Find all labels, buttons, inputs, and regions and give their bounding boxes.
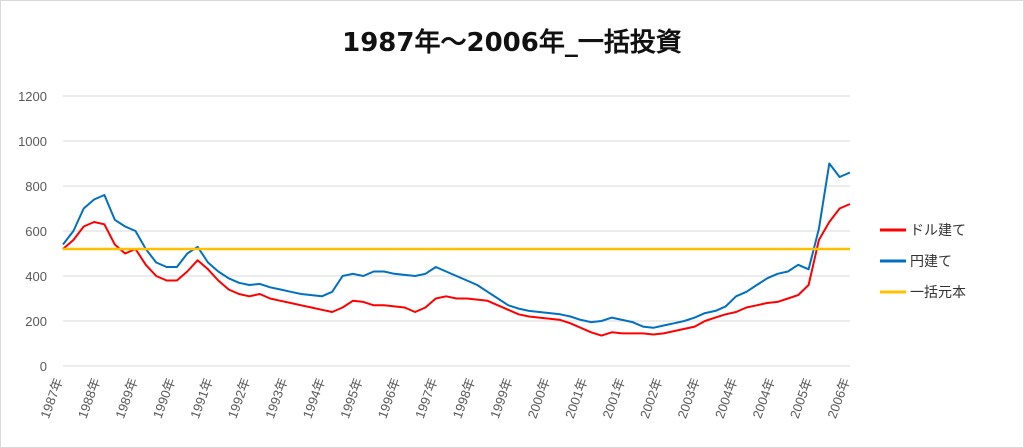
x-tick-label: 1996年	[375, 376, 403, 421]
legend-label: 一括元本	[910, 285, 966, 301]
x-tick-label: 2003年	[674, 376, 702, 421]
x-tick-label: 1991年	[187, 376, 215, 421]
x-tick-label: 1993年	[262, 376, 290, 421]
y-tick-label: 800	[25, 179, 47, 194]
x-tick-label: 2005年	[787, 376, 815, 421]
x-tick-label: 1999年	[487, 376, 515, 421]
x-tick-label: 1998年	[450, 376, 478, 421]
y-tick-label: 600	[25, 224, 47, 239]
y-tick-label: 0	[40, 359, 47, 374]
chart-title: 1987年～2006年_一括投資	[342, 28, 682, 58]
x-tick-label: 1989年	[112, 376, 140, 421]
x-tick-label: 2001年	[600, 376, 628, 421]
y-tick-label: 1000	[18, 134, 47, 149]
x-tick-label: 2002年	[637, 376, 665, 421]
x-tick-label: 1988年	[75, 376, 103, 421]
x-tick-label: 2004年	[712, 376, 740, 421]
y-tick-label: 200	[25, 314, 47, 329]
x-tick-label: 1992年	[225, 376, 253, 421]
x-tick-label: 1994年	[300, 376, 328, 421]
x-tick-label: 2006年	[824, 376, 852, 421]
y-tick-label: 1200	[18, 89, 47, 104]
x-tick-label: 1990年	[150, 376, 178, 421]
legend-label: 円建て	[910, 254, 952, 270]
series-line-1	[62, 203, 851, 337]
x-tick-label: 2000年	[525, 376, 553, 421]
series-line-2	[62, 162, 851, 329]
x-tick-label: 2001年	[562, 376, 590, 421]
x-tick-label: 1987年	[37, 376, 65, 421]
x-tick-label: 1995年	[337, 376, 365, 421]
x-tick-label: 1997年	[412, 376, 440, 421]
x-tick-label: 2004年	[749, 376, 777, 421]
y-tick-label: 400	[25, 269, 47, 284]
legend-label: ドル建て	[910, 223, 966, 239]
